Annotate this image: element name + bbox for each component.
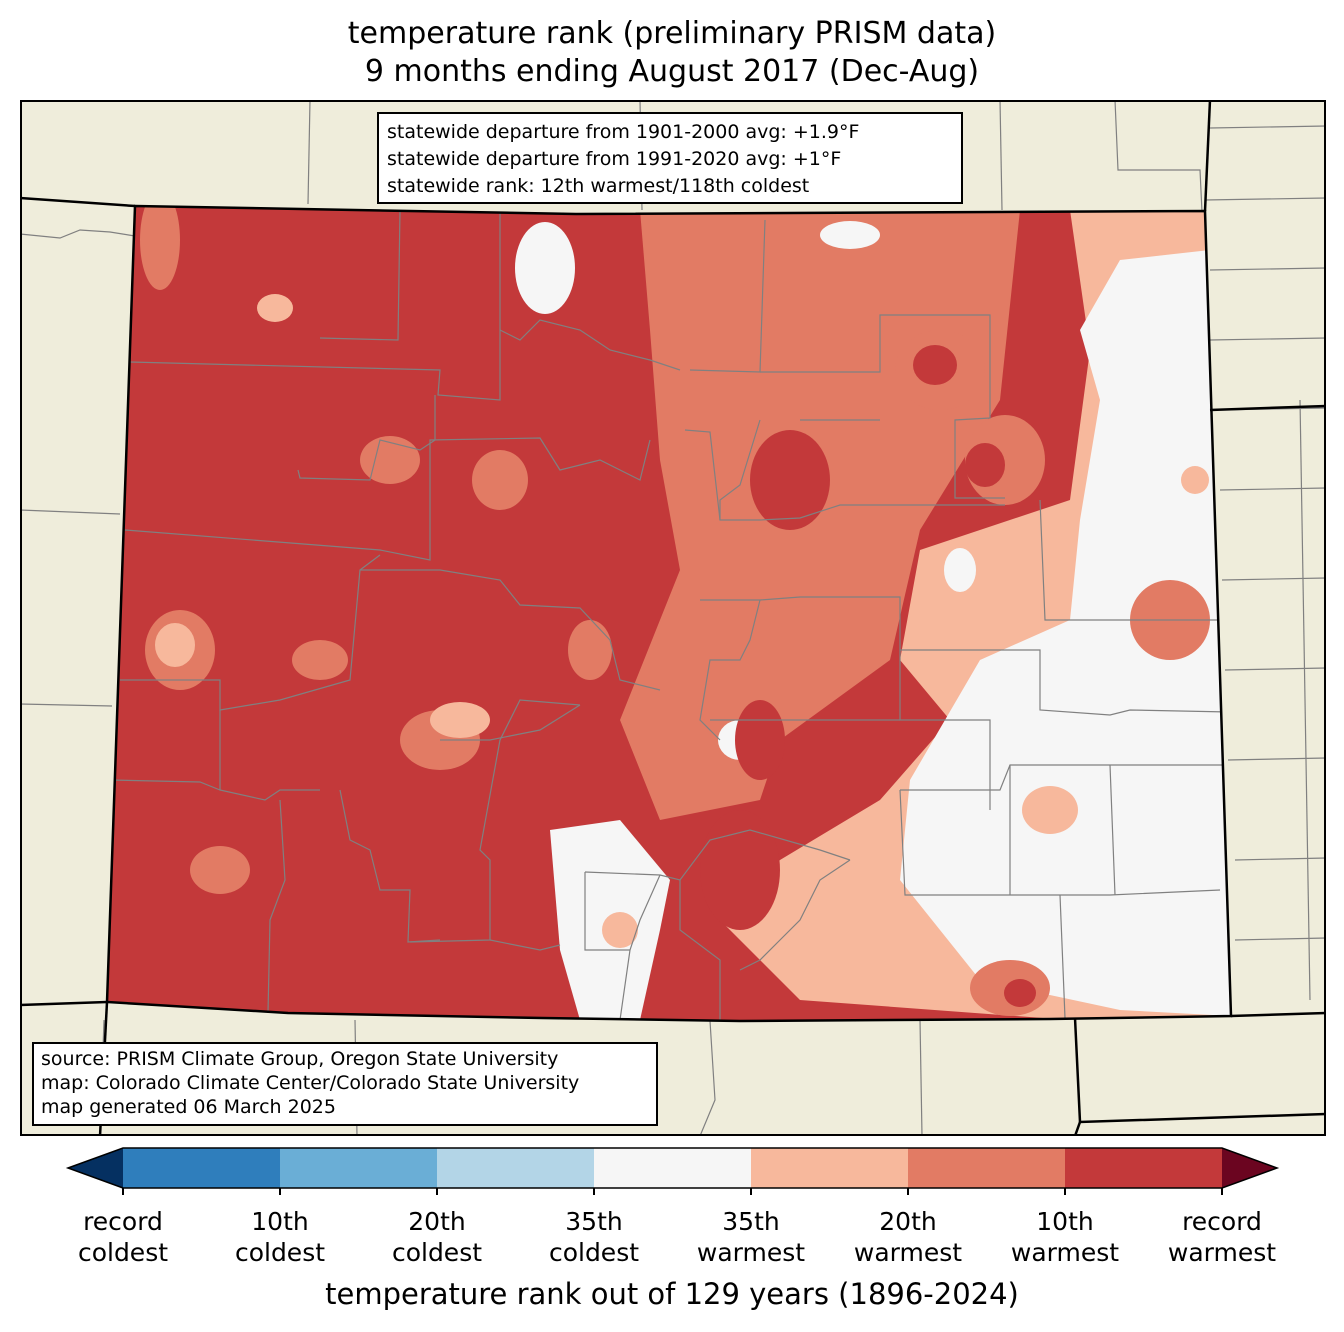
colorbar-segment: [123, 1148, 281, 1188]
map-title: temperature rank (preliminary PRISM data…: [347, 16, 997, 51]
temperature-rank-field: [107, 206, 1231, 1021]
colorbar: [65, 1147, 1280, 1195]
tick-label-line1: 10th: [251, 1207, 309, 1236]
tick-label-line1: 35th: [565, 1207, 623, 1236]
colorbar-tick-label: 10th warmest: [985, 1206, 1145, 1268]
colorbar-segment: [1222, 1148, 1277, 1188]
colorbar-tick-label: 35th warmest: [671, 1206, 831, 1268]
departure-1901-2000: statewide departure from 1901-2000 avg: …: [387, 121, 860, 143]
colorado-border: [105, 204, 1233, 1023]
tick-label-line2: warmest: [1010, 1238, 1120, 1267]
tick-label-line2: coldest: [391, 1238, 483, 1267]
colorbar-tick-label: record coldest: [43, 1206, 203, 1268]
tick-label-line2: warmest: [696, 1238, 806, 1267]
statewide-rank: statewide rank: 12th warmest/118th colde…: [387, 175, 810, 197]
colorbar-axis-label: temperature rank out of 129 years (1896-…: [325, 1277, 1019, 1311]
colorbar-segment: [437, 1148, 595, 1188]
source-line: source: PRISM Climate Group, Oregon Stat…: [41, 1048, 559, 1070]
colorbar-tick-label: 10th coldest: [200, 1206, 360, 1268]
colorbar-segment: [751, 1148, 909, 1188]
colorbar-tick-label: 20th coldest: [357, 1206, 517, 1268]
map-subtitle: 9 months ending August 2017 (Dec-Aug): [364, 54, 980, 89]
tick-label-line1: record: [1182, 1207, 1262, 1236]
tick-label-line2: coldest: [234, 1238, 326, 1267]
colorbar-segment: [68, 1148, 123, 1188]
colorbar-segment: [1065, 1148, 1223, 1188]
generated-date-line: map generated 06 March 2025: [41, 1096, 336, 1118]
colorbar-segment: [908, 1148, 1066, 1188]
colorbar-segment: [280, 1148, 438, 1188]
statewide-stats-box: statewide departure from 1901-2000 avg: …: [377, 112, 963, 204]
tick-label-line2: coldest: [548, 1238, 640, 1267]
tick-label-line1: 10th: [1036, 1207, 1094, 1236]
map-credit-line: map: Colorado Climate Center/Colorado St…: [41, 1072, 580, 1094]
colorbar-tick-label: 20th warmest: [828, 1206, 988, 1268]
map-frame: [20, 100, 1326, 1136]
tick-label-line1: 20th: [408, 1207, 466, 1236]
county-lines: [109, 209, 1231, 1021]
colorbar-tick-label: record warmest: [1142, 1206, 1302, 1268]
colorbar-segment: [594, 1148, 752, 1188]
colorado-temperature-rank-map: [20, 100, 1326, 1136]
source-box: source: PRISM Climate Group, Oregon Stat…: [32, 1042, 658, 1126]
tick-label-line1: 20th: [879, 1207, 937, 1236]
tick-label-line2: coldest: [77, 1238, 169, 1267]
map-panel: [20, 100, 1326, 1136]
tick-label-line2: warmest: [1167, 1238, 1277, 1267]
tick-label-line1: 35th: [722, 1207, 780, 1236]
tick-label-line1: record: [83, 1207, 163, 1236]
departure-1991-2020: statewide departure from 1991-2020 avg: …: [387, 148, 842, 170]
tick-label-line2: warmest: [853, 1238, 963, 1267]
colorbar-tick-label: 35th coldest: [514, 1206, 674, 1268]
